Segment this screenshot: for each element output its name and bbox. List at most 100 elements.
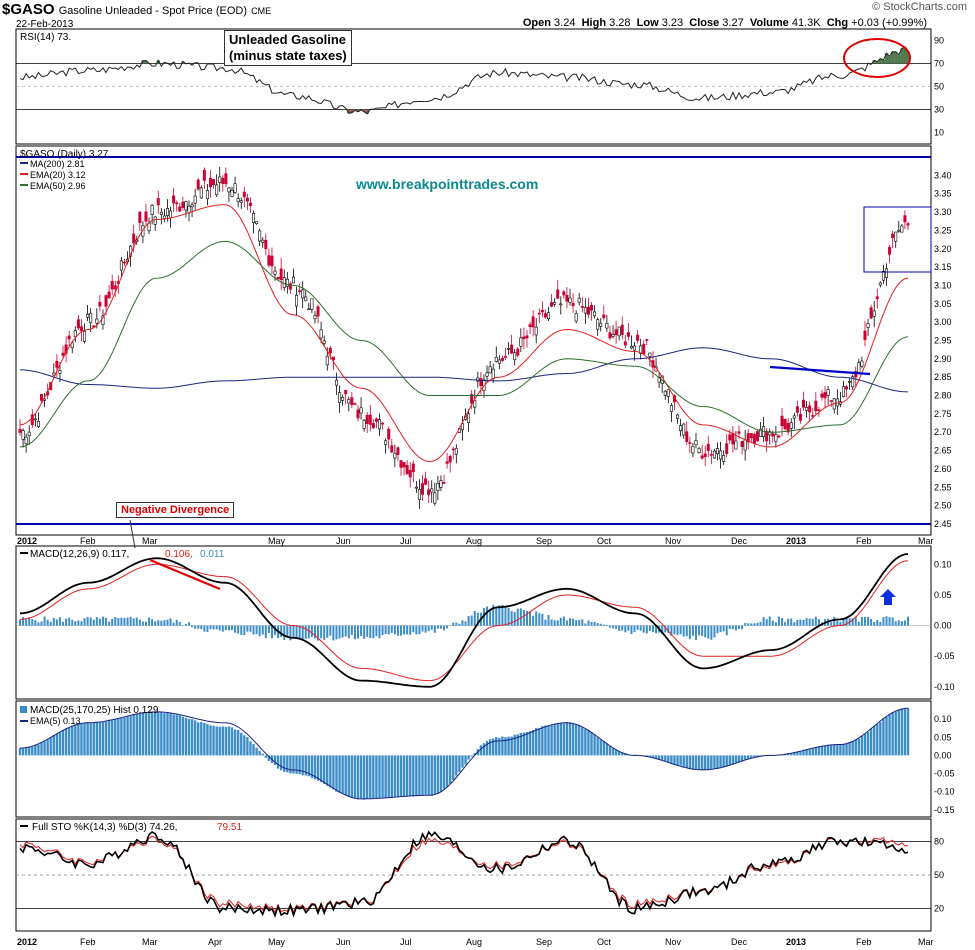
price-x-label: Mar [142, 536, 158, 546]
candle-body [451, 448, 455, 451]
candle-body [387, 428, 391, 440]
candle-body [187, 205, 191, 214]
candle-body [227, 187, 231, 193]
candle-body [67, 335, 71, 340]
candle-body [319, 329, 323, 339]
macd1-tick-label: 0.10 [934, 559, 952, 569]
sto-x-label: Sep [536, 937, 552, 947]
candle-body [608, 332, 612, 339]
candle-body [328, 347, 332, 354]
candle-body [159, 211, 163, 215]
candle-body [436, 483, 440, 491]
rsi-line [19, 46, 909, 115]
candle-body [728, 434, 732, 441]
candle-body [556, 289, 560, 299]
annotation-note: Unleaded Gasoline (minus state taxes) [224, 30, 352, 66]
candle-body [722, 455, 726, 462]
price-series [16, 156, 931, 525]
candle-body [820, 393, 824, 398]
candle-body [393, 452, 397, 459]
macd1-signal-legend: 0.106, [165, 549, 193, 560]
price-tick-label: 3.10 [934, 280, 952, 290]
price-x-label: 2012 [17, 536, 37, 546]
candle-body [500, 357, 504, 361]
candle-body [322, 340, 326, 344]
candle-body [273, 270, 277, 275]
candle-body [884, 268, 888, 279]
candle-body [371, 423, 375, 429]
candle-body [626, 332, 630, 337]
price-tick-label: 3.30 [934, 207, 952, 217]
sto-d-legend: 79.51 [217, 822, 242, 833]
candle-body [503, 356, 507, 358]
candle-body [40, 394, 44, 401]
candle-body [255, 221, 259, 225]
macd2-legend: MACD(25,170,25) Hist 0.129 EMA(5) 0.13 [20, 705, 159, 726]
sto-x-label: Dec [731, 937, 748, 947]
candle-body [350, 397, 354, 405]
macd1-series [19, 553, 909, 688]
price-tick-label: 3.35 [934, 189, 952, 199]
candle-body [365, 414, 369, 424]
price-ema20-line [19, 204, 909, 463]
price-tick-label: 2.80 [934, 391, 952, 401]
sto-x-label: Oct [597, 937, 612, 947]
candle-body [467, 413, 471, 423]
candle-body [479, 378, 483, 386]
note-line-1: Unleaded Gasoline [229, 32, 347, 47]
rsi-legend-text: RSI(14) 73. [20, 32, 71, 43]
candle-body [353, 403, 357, 405]
candle-body [900, 225, 904, 233]
candle-body [599, 322, 603, 327]
candle-body [27, 431, 31, 436]
macd2-legend-text: MACD(25,170,25) Hist 0.129 [30, 705, 159, 716]
candle-body [629, 346, 633, 349]
candle-body [894, 231, 898, 242]
candle-body [525, 335, 529, 339]
candle-body [639, 345, 643, 354]
candle-body [21, 430, 25, 440]
ma200-legend: MA(200) 2.81 [30, 159, 85, 169]
macd2-tick-label: 0.10 [934, 714, 952, 724]
price-legend-text: $GASO (Daily) 3.27 [20, 149, 109, 160]
candle-body [184, 201, 188, 211]
candle-body [577, 297, 581, 303]
candle-body [519, 337, 523, 347]
candle-body [648, 352, 652, 357]
candle-body [817, 409, 821, 411]
candle-body [421, 483, 425, 495]
candle-body [101, 315, 105, 325]
candle-body [565, 294, 569, 302]
candle-body [789, 422, 793, 429]
candle-body [596, 319, 600, 330]
candle-body [617, 326, 621, 337]
candle-body [405, 464, 409, 475]
sto-x-label: 2013 [786, 937, 806, 947]
candle-body [491, 368, 495, 379]
candle-body [199, 187, 203, 199]
candle-body [734, 440, 738, 450]
candle-body [356, 409, 360, 419]
sto-x-label: Aug [466, 937, 482, 947]
candle-body [752, 433, 756, 444]
price-legend: $GASO (Daily) 3.27 MA(200) 2.81 EMA(20) … [20, 149, 109, 191]
candle-body [700, 455, 704, 459]
candle-body [694, 440, 698, 446]
candle-body [242, 191, 246, 198]
candle-body [531, 316, 535, 328]
price-tick-label: 3.00 [934, 317, 952, 327]
candle-body [636, 334, 640, 341]
candle-body [906, 223, 910, 226]
candle-body [888, 247, 892, 255]
candle-body [543, 313, 547, 318]
candle-body [676, 414, 680, 419]
price-x-label: Nov [665, 536, 682, 546]
divergence-pointer [129, 519, 136, 549]
candle-body [448, 455, 452, 463]
candle-body [774, 434, 778, 442]
rsi-tick-label: 50 [934, 82, 944, 92]
candle-body [881, 271, 885, 281]
candle-body [611, 334, 615, 337]
candle-body [150, 205, 154, 215]
candle-body [454, 447, 458, 455]
